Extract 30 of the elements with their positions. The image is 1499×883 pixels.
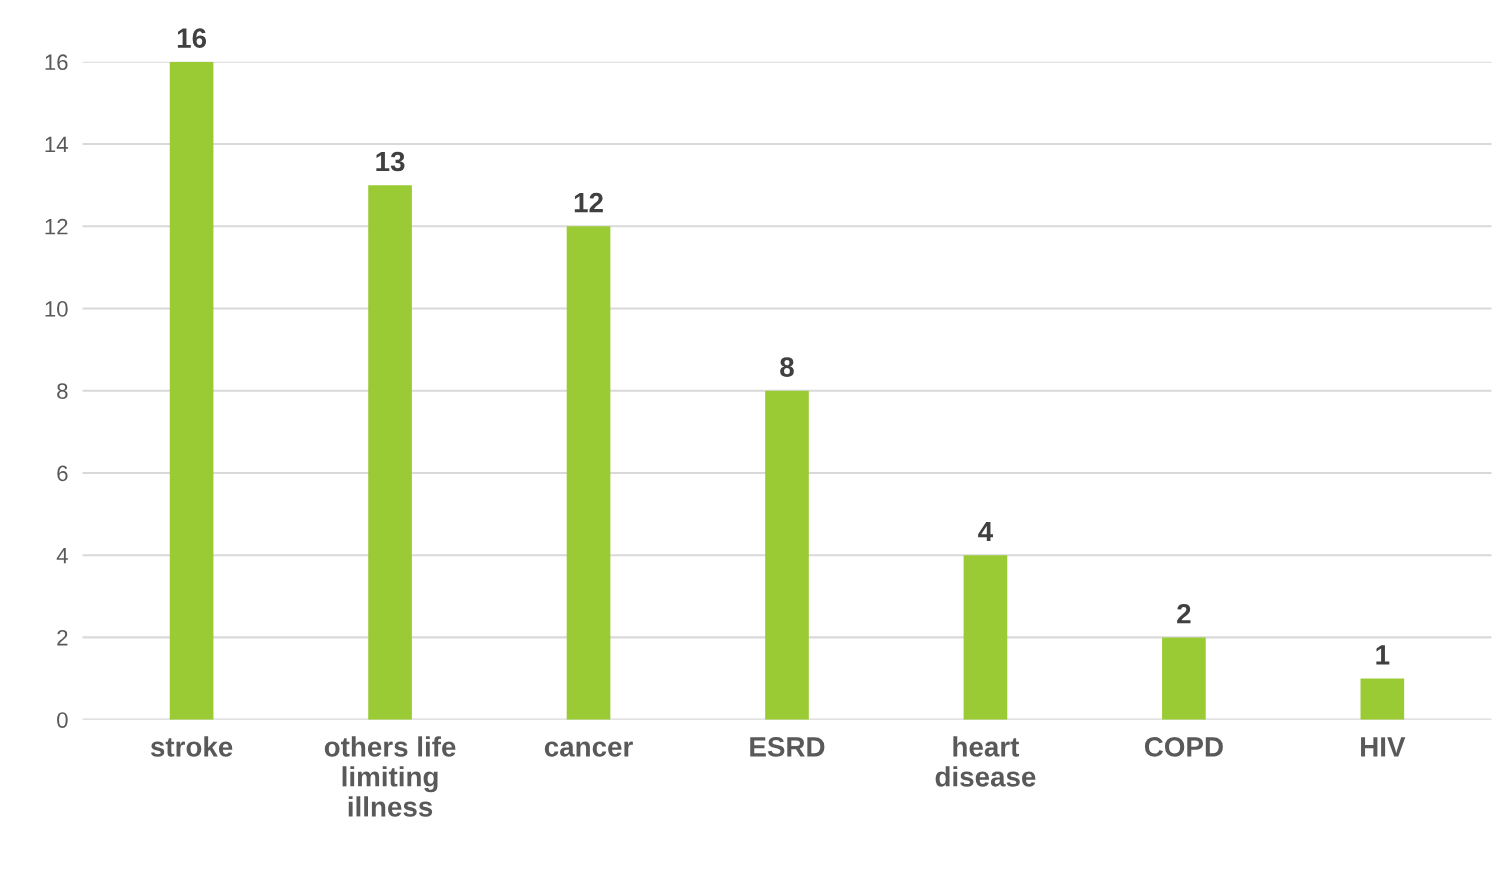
x-tick-label: cancer [544,741,633,757]
x-tick-label: COPD [1144,737,1223,757]
bar [169,61,214,720]
bar [368,185,412,720]
x-tick-label: HIV [1361,737,1406,757]
y-tick-label: 12 [45,218,68,235]
y-tick-label: 6 [57,465,68,482]
data-label: 4 [978,521,994,542]
data-label: 16 [177,28,207,48]
data-label: 12 [574,192,603,213]
y-tick-label: 10 [45,301,68,317]
data-label: 1 [1376,645,1390,665]
data-label: 13 [376,151,405,172]
bar [1162,637,1206,720]
x-tick-label: ESRD [750,737,825,757]
bar [1360,678,1405,720]
y-tick-label: 14 [45,136,68,153]
bar [566,226,611,720]
bar [765,390,809,720]
data-label: 2 [1177,603,1191,624]
y-tick-label: 0 [57,712,68,728]
x-tick-label: others life limiting illness [324,736,456,817]
data-label: 8 [780,357,794,377]
x-tick-label: heart disease [935,736,1036,787]
y-tick-label: 4 [56,547,68,564]
bar [963,555,1008,720]
y-tick-label: 2 [57,629,68,646]
y-tick-label: 8 [57,383,68,399]
x-tick-label: stroke [150,736,233,757]
y-tick-label: 16 [45,54,68,71]
